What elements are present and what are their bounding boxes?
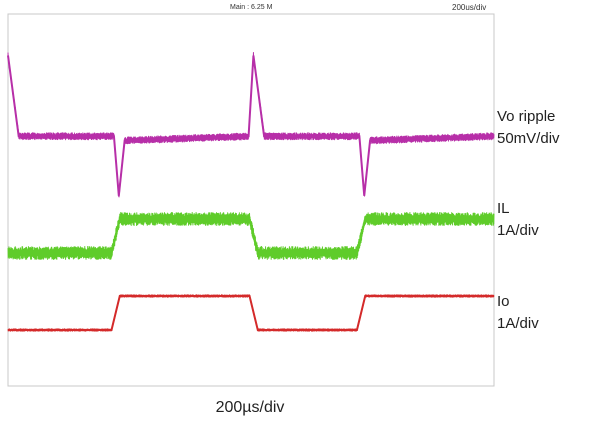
timebase-readout: 200us/div <box>452 3 487 12</box>
il-label: IL <box>497 200 510 217</box>
oscilloscope-plot <box>7 13 495 387</box>
io-scale: 1A/div <box>497 315 539 332</box>
trace-core-il <box>8 218 494 254</box>
il-scale: 1A/div <box>497 222 539 239</box>
trace-core-io <box>8 295 494 331</box>
trace-group <box>7 52 495 332</box>
plot-area <box>7 13 495 387</box>
status-readout: Main : 6.25 M <box>230 4 273 11</box>
trace-core-vo-ripple <box>7 55 495 196</box>
x-axis-caption: 200µs/div <box>215 399 285 416</box>
io-label: Io <box>497 293 510 310</box>
vo-ripple-scale: 50mV/div <box>497 130 560 147</box>
vo-ripple-label: Vo ripple <box>497 108 556 125</box>
